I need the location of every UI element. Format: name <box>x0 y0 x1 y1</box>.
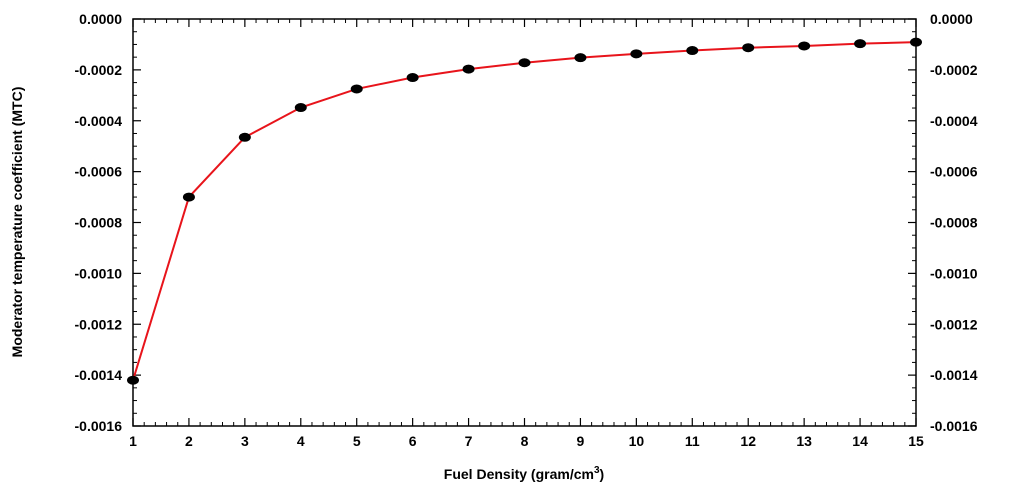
series-markers <box>127 37 922 385</box>
y-tick-labels-left: 0.0000 -0.0002 -0.0004 -0.0006 -0.0008 -0.001… <box>75 11 123 434</box>
x-tick-label: 12 <box>740 433 756 449</box>
data-point <box>574 53 587 63</box>
plot-frame <box>132 18 917 427</box>
x-tick-labels: 1 2 3 4 5 6 7 8 9 10 11 12 13 14 15 <box>129 433 924 449</box>
x-tick-label: 1 <box>129 433 137 449</box>
data-point <box>742 43 755 53</box>
y-tick-label-left: -0.0008 <box>75 215 123 231</box>
x-tick-label: 2 <box>185 433 193 449</box>
y-axis-title: Moderator temperature coefficient (MTC) <box>9 87 25 358</box>
series-line <box>132 41 917 381</box>
x-tick-label: 14 <box>852 433 868 449</box>
y-tick-label-right: -0.0016 <box>930 418 978 434</box>
y-tick-labels-right: 0.0000 -0.0002 -0.0004 -0.0006 -0.0008 -0.001… <box>930 11 978 434</box>
y-tick-label-right: 0.0000 <box>930 11 973 27</box>
data-point <box>798 41 811 51</box>
x-tick-label: 3 <box>241 433 249 449</box>
y-tick-label-left: -0.0012 <box>75 316 123 332</box>
major-ticks <box>132 18 917 427</box>
x-tick-label: 8 <box>521 433 529 449</box>
y-tick-label-left: -0.0016 <box>75 418 123 434</box>
y-tick-label-left: 0.0000 <box>79 11 122 27</box>
x-axis-title-superscript: 3 <box>594 465 600 476</box>
y-tick-label-right: -0.0002 <box>930 62 978 78</box>
data-point <box>182 192 195 202</box>
data-point <box>854 39 867 49</box>
data-point <box>238 132 251 142</box>
data-point <box>350 84 363 94</box>
x-tick-label: 10 <box>629 433 645 449</box>
y-tick-label-right: -0.0014 <box>930 367 978 383</box>
y-tick-label-right: -0.0006 <box>930 164 978 180</box>
data-point <box>462 64 475 74</box>
data-point <box>518 58 531 68</box>
x-tick-label: 7 <box>465 433 473 449</box>
x-tick-label: 13 <box>796 433 812 449</box>
x-tick-label: 11 <box>685 433 700 449</box>
x-tick-label: 15 <box>908 433 924 449</box>
x-tick-label: 5 <box>353 433 361 449</box>
data-point <box>686 46 699 56</box>
y-tick-label-left: -0.0010 <box>75 265 123 281</box>
x-tick-label: 9 <box>577 433 585 449</box>
x-tick-label: 4 <box>297 433 305 449</box>
y-tick-label-left: -0.0006 <box>75 164 123 180</box>
data-point <box>910 37 922 47</box>
data-point <box>406 73 419 83</box>
data-point <box>294 103 307 113</box>
y-tick-label-right: -0.0004 <box>930 113 978 129</box>
y-tick-label-right: -0.0012 <box>930 316 978 332</box>
y-tick-label-right: -0.0008 <box>930 215 978 231</box>
x-axis-title: Fuel Density (gram/cm3) <box>444 465 604 482</box>
data-point <box>630 49 643 59</box>
data-point <box>127 375 139 385</box>
y-tick-label-left: -0.0004 <box>75 113 123 129</box>
x-tick-label: 6 <box>409 433 417 449</box>
y-tick-label-left: -0.0014 <box>75 367 123 383</box>
y-tick-label-left: -0.0002 <box>75 62 123 78</box>
minor-ticks <box>133 19 916 426</box>
y-tick-label-right: -0.0010 <box>930 265 978 281</box>
